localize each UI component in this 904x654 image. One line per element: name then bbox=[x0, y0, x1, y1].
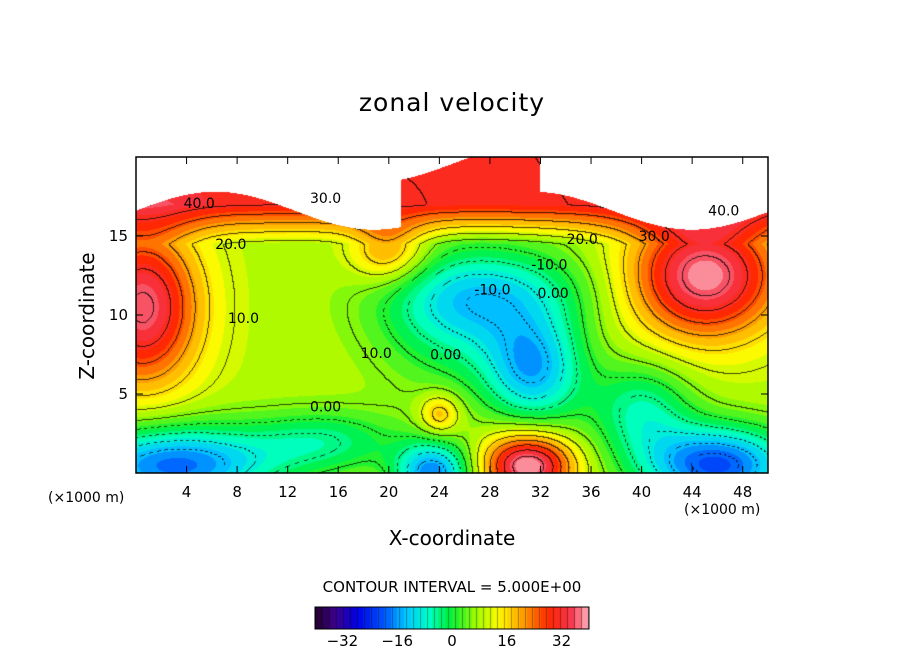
x-tick-label: 8 bbox=[232, 483, 242, 501]
contour-label: 20.0 bbox=[215, 237, 246, 253]
colorbar-tick-label: −32 bbox=[327, 632, 359, 650]
y-tick-label: 10 bbox=[109, 306, 128, 324]
colorbar-tick-label: 32 bbox=[552, 632, 571, 650]
contour-label: 20.0 bbox=[567, 232, 598, 248]
x-tick-label: 48 bbox=[733, 483, 752, 501]
x-tick-label: 12 bbox=[278, 483, 297, 501]
contour-label: 30.0 bbox=[639, 229, 670, 245]
contour-label: -10.0 bbox=[531, 257, 567, 273]
x-tick-label: 36 bbox=[581, 483, 600, 501]
x-unit-left: (×1000 m) bbox=[48, 490, 125, 506]
colorbar-tick-label: −16 bbox=[381, 632, 413, 650]
contour-label: -10.0 bbox=[474, 283, 510, 299]
heatmap-field bbox=[136, 157, 768, 473]
x-axis-label: X-coordinate bbox=[388, 526, 516, 550]
colorbar-ticks: −32 −16 0 16 32 bbox=[327, 632, 572, 650]
contour-label: 0.00 bbox=[538, 286, 569, 302]
contour-label: 10.0 bbox=[361, 346, 392, 362]
colorbar bbox=[315, 607, 589, 629]
contour-interval: CONTOUR INTERVAL = 5.000E+00 bbox=[322, 578, 582, 596]
x-tick-label: 20 bbox=[379, 483, 398, 501]
y-tick-label: 15 bbox=[109, 227, 128, 245]
y-tick-label: 5 bbox=[118, 385, 128, 403]
contour-label: 10.0 bbox=[228, 311, 259, 327]
colorbar-frame bbox=[314, 606, 590, 630]
y-axis-label: Z-coordinate bbox=[75, 252, 99, 380]
x-tick-label: 24 bbox=[430, 483, 449, 501]
x-tick-label: 4 bbox=[182, 483, 192, 501]
contour-label: 30.0 bbox=[310, 191, 341, 207]
x-tick-label: 28 bbox=[480, 483, 499, 501]
x-tick-label: 16 bbox=[329, 483, 348, 501]
x-tick-label: 32 bbox=[531, 483, 550, 501]
contour-labels: 40.0 30.0 20.0 10.0 10.0 0.00 0.00 -10.0 0.00 -10… bbox=[184, 191, 740, 416]
colorbar-tick-label: 0 bbox=[447, 632, 457, 650]
x-tick-label: 40 bbox=[632, 483, 651, 501]
x-tick-label: 44 bbox=[683, 483, 702, 501]
contour-label: 0.00 bbox=[430, 348, 461, 364]
contour-label: 40.0 bbox=[708, 204, 739, 220]
y-axis: 5 10 15 bbox=[109, 227, 768, 403]
chart-title: zonal velocity bbox=[358, 88, 546, 117]
contour-label: 0.00 bbox=[310, 400, 341, 416]
colorbar-tick-label: 16 bbox=[497, 632, 516, 650]
contour-label: 40.0 bbox=[184, 196, 215, 212]
x-unit-right: (×1000 m) bbox=[684, 502, 761, 518]
x-axis: 4 8 12 16 20 24 28 32 36 40 44 48 bbox=[182, 157, 752, 501]
